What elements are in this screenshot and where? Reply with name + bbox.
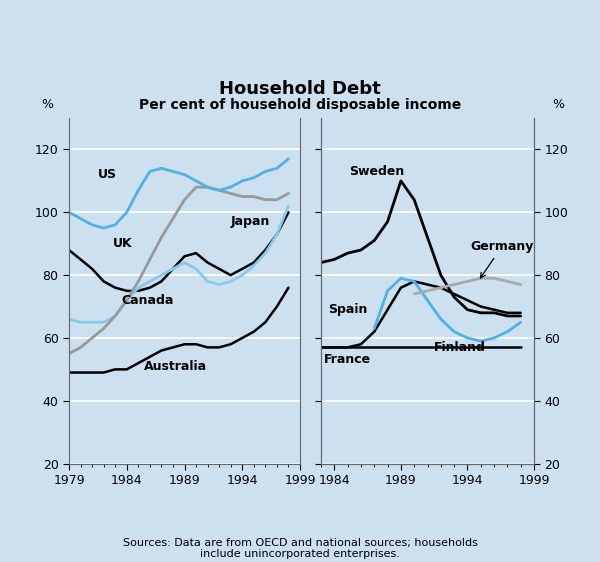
- Text: Sources: Data are from OECD and national sources; households
include unincorpora: Sources: Data are from OECD and national…: [122, 538, 478, 559]
- Text: Finland: Finland: [434, 341, 486, 354]
- Text: %: %: [552, 98, 564, 111]
- Text: US: US: [98, 168, 117, 181]
- Text: UK: UK: [113, 237, 133, 250]
- Text: Household Debt: Household Debt: [219, 80, 381, 98]
- Text: Sweden: Sweden: [349, 165, 404, 178]
- Text: Japan: Japan: [231, 215, 270, 228]
- Text: %: %: [41, 98, 53, 111]
- Text: Per cent of household disposable income: Per cent of household disposable income: [139, 98, 461, 112]
- Text: Spain: Spain: [328, 303, 367, 316]
- Text: France: France: [323, 353, 371, 366]
- Text: Germany: Germany: [470, 241, 533, 278]
- Text: Canada: Canada: [121, 294, 173, 307]
- Text: Australia: Australia: [144, 360, 207, 373]
